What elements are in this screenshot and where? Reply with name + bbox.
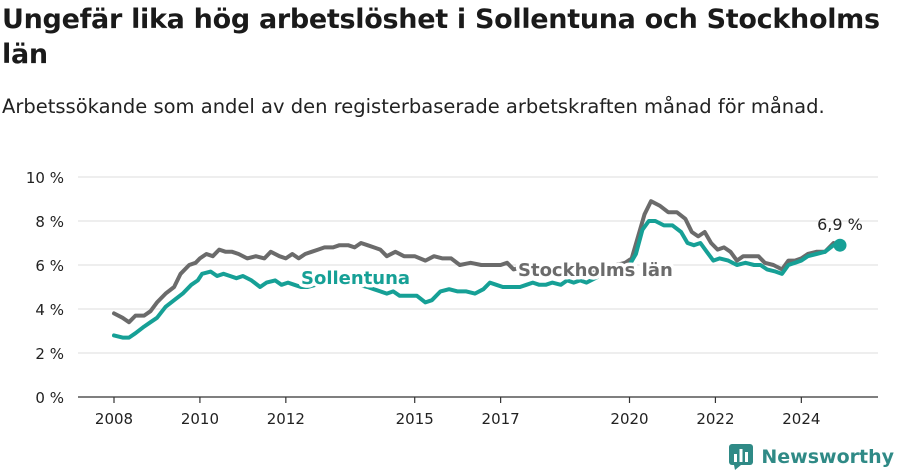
series-label-sollentuna: Sollentuna [301, 268, 410, 289]
series-lines [112, 199, 842, 340]
y-tick-label: 8 % [35, 213, 64, 231]
x-tick-label: 2024 [782, 410, 820, 428]
y-tick-label: 10 % [26, 169, 64, 187]
last-value-dot [833, 238, 847, 252]
y-axis-labels: 0 % 2 % 4 % 6 % 8 % 10 % [26, 169, 64, 407]
chart-subtitle: Arbetssökande som andel av den registerb… [2, 95, 825, 118]
x-tick-label: 2015 [396, 410, 434, 428]
y-tick-label: 2 % [35, 345, 64, 363]
y-tick-label: 6 % [35, 257, 64, 275]
x-tick-label: 2022 [696, 410, 734, 428]
series-label-stockholm: Stockholms län [518, 260, 673, 281]
y-tick-label: 4 % [35, 301, 64, 319]
x-tick-label: 2012 [267, 410, 305, 428]
y-tick-label: 0 % [35, 389, 64, 407]
brand-logo: Newsworthy [729, 444, 894, 470]
x-axis: 2008 2010 2012 2015 2017 2020 2022 2024 [95, 397, 820, 428]
series-labels: Stockholms län Sollentuna 6,9 % [298, 215, 863, 292]
series-line-sollentuna [112, 219, 842, 340]
brand-name: Newsworthy [761, 446, 894, 468]
newsworthy-logo-icon [729, 444, 754, 470]
grid-lines [78, 176, 878, 398]
chart-title: Ungefär lika hög arbetslöshet i Sollentu… [2, 4, 880, 70]
series-line-stockholm [112, 199, 842, 325]
x-tick-label: 2010 [181, 410, 219, 428]
x-tick-label: 2017 [482, 410, 520, 428]
x-tick-label: 2008 [95, 410, 133, 428]
last-value-label: 6,9 % [817, 215, 863, 234]
x-tick-label: 2020 [610, 410, 648, 428]
